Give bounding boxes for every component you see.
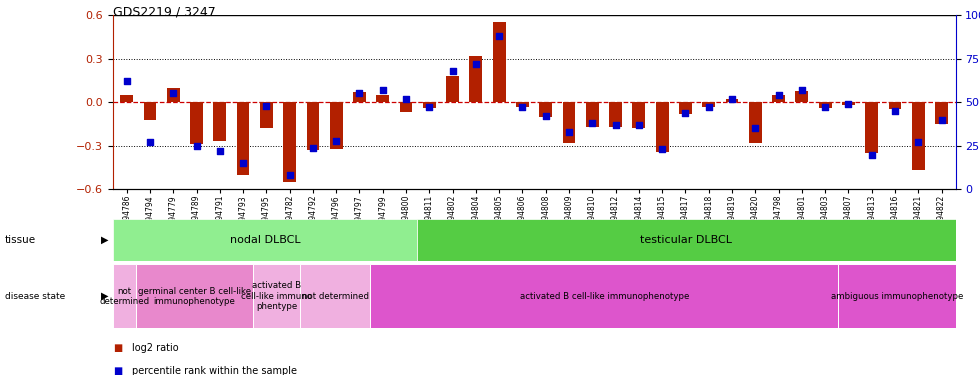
Bar bbox=[772, 95, 785, 102]
Text: nodal DLBCL: nodal DLBCL bbox=[229, 235, 300, 245]
Bar bbox=[376, 95, 389, 102]
Bar bbox=[167, 88, 179, 102]
Text: GDS2219 / 3247: GDS2219 / 3247 bbox=[113, 6, 216, 19]
Point bbox=[305, 144, 320, 150]
Text: germinal center B cell-like
immunophenotype: germinal center B cell-like immunophenot… bbox=[138, 286, 251, 306]
Bar bbox=[656, 102, 668, 152]
Text: ▶: ▶ bbox=[101, 235, 109, 245]
Point bbox=[538, 113, 554, 119]
Bar bbox=[935, 102, 948, 124]
Point bbox=[189, 143, 205, 149]
Bar bbox=[353, 92, 366, 102]
Text: disease state: disease state bbox=[5, 292, 65, 301]
Point bbox=[863, 152, 879, 157]
Bar bbox=[842, 102, 855, 105]
Point bbox=[724, 96, 740, 102]
Bar bbox=[865, 102, 878, 153]
Point bbox=[375, 87, 391, 93]
Point bbox=[748, 125, 763, 131]
Text: activated B
cell-like immuno
phentype: activated B cell-like immuno phentype bbox=[241, 281, 312, 311]
Point bbox=[166, 90, 181, 96]
Bar bbox=[563, 102, 575, 143]
Point bbox=[608, 122, 623, 128]
Point bbox=[514, 104, 530, 110]
Text: ■: ■ bbox=[113, 366, 122, 375]
Bar bbox=[143, 102, 157, 120]
Bar bbox=[539, 102, 552, 117]
Point bbox=[910, 139, 926, 145]
Point bbox=[677, 110, 693, 116]
Point bbox=[445, 68, 461, 74]
Bar bbox=[679, 102, 692, 114]
Point bbox=[212, 148, 227, 154]
Bar bbox=[300, 264, 370, 328]
Bar bbox=[190, 102, 203, 144]
Text: log2 ratio: log2 ratio bbox=[132, 343, 179, 353]
Text: activated B cell-like immunophenotype: activated B cell-like immunophenotype bbox=[519, 292, 689, 301]
Point bbox=[398, 96, 414, 102]
Point bbox=[584, 120, 600, 126]
Bar bbox=[493, 22, 506, 102]
Bar bbox=[113, 264, 136, 328]
Bar bbox=[839, 264, 956, 328]
Bar bbox=[121, 95, 133, 102]
Bar bbox=[889, 102, 902, 110]
Bar bbox=[113, 219, 417, 261]
Text: ▶: ▶ bbox=[101, 291, 109, 301]
Text: percentile rank within the sample: percentile rank within the sample bbox=[132, 366, 297, 375]
Point bbox=[631, 122, 647, 128]
Point bbox=[655, 146, 670, 152]
Point bbox=[142, 139, 158, 145]
Point bbox=[282, 172, 298, 178]
Text: testicular DLBCL: testicular DLBCL bbox=[640, 235, 732, 245]
Point bbox=[421, 104, 437, 110]
Text: tissue: tissue bbox=[5, 235, 36, 245]
Bar bbox=[136, 264, 253, 328]
Point bbox=[887, 108, 903, 114]
Bar bbox=[749, 102, 761, 143]
Bar bbox=[214, 102, 226, 141]
Bar bbox=[911, 102, 925, 171]
Point bbox=[468, 61, 484, 67]
Point bbox=[934, 117, 950, 123]
Bar bbox=[400, 102, 413, 112]
Point bbox=[352, 90, 368, 96]
Point bbox=[562, 129, 577, 135]
Text: ambiguous immunophenotype: ambiguous immunophenotype bbox=[831, 292, 963, 301]
Point bbox=[701, 104, 716, 110]
Bar bbox=[725, 99, 738, 102]
Bar bbox=[307, 102, 319, 150]
Bar bbox=[610, 102, 622, 127]
Bar bbox=[260, 102, 272, 128]
Text: not
determined: not determined bbox=[99, 286, 150, 306]
Bar bbox=[469, 56, 482, 102]
Point bbox=[794, 87, 809, 93]
Point bbox=[841, 101, 857, 107]
Bar bbox=[253, 264, 300, 328]
Bar bbox=[423, 102, 436, 108]
Bar bbox=[796, 91, 808, 102]
Point bbox=[235, 160, 251, 166]
Point bbox=[491, 33, 507, 39]
Point bbox=[328, 138, 344, 144]
Point bbox=[817, 104, 833, 110]
Bar bbox=[237, 102, 250, 175]
Bar bbox=[370, 264, 839, 328]
Bar bbox=[417, 219, 956, 261]
Point bbox=[770, 92, 786, 98]
Bar bbox=[703, 102, 715, 106]
Bar bbox=[632, 102, 645, 128]
Bar bbox=[818, 102, 831, 108]
Bar bbox=[330, 102, 343, 149]
Text: not determined: not determined bbox=[302, 292, 368, 301]
Point bbox=[259, 103, 274, 109]
Bar bbox=[586, 102, 599, 127]
Point bbox=[119, 78, 134, 84]
Bar bbox=[446, 76, 459, 102]
Text: ■: ■ bbox=[113, 343, 122, 353]
Bar bbox=[283, 102, 296, 182]
Bar bbox=[516, 102, 529, 106]
